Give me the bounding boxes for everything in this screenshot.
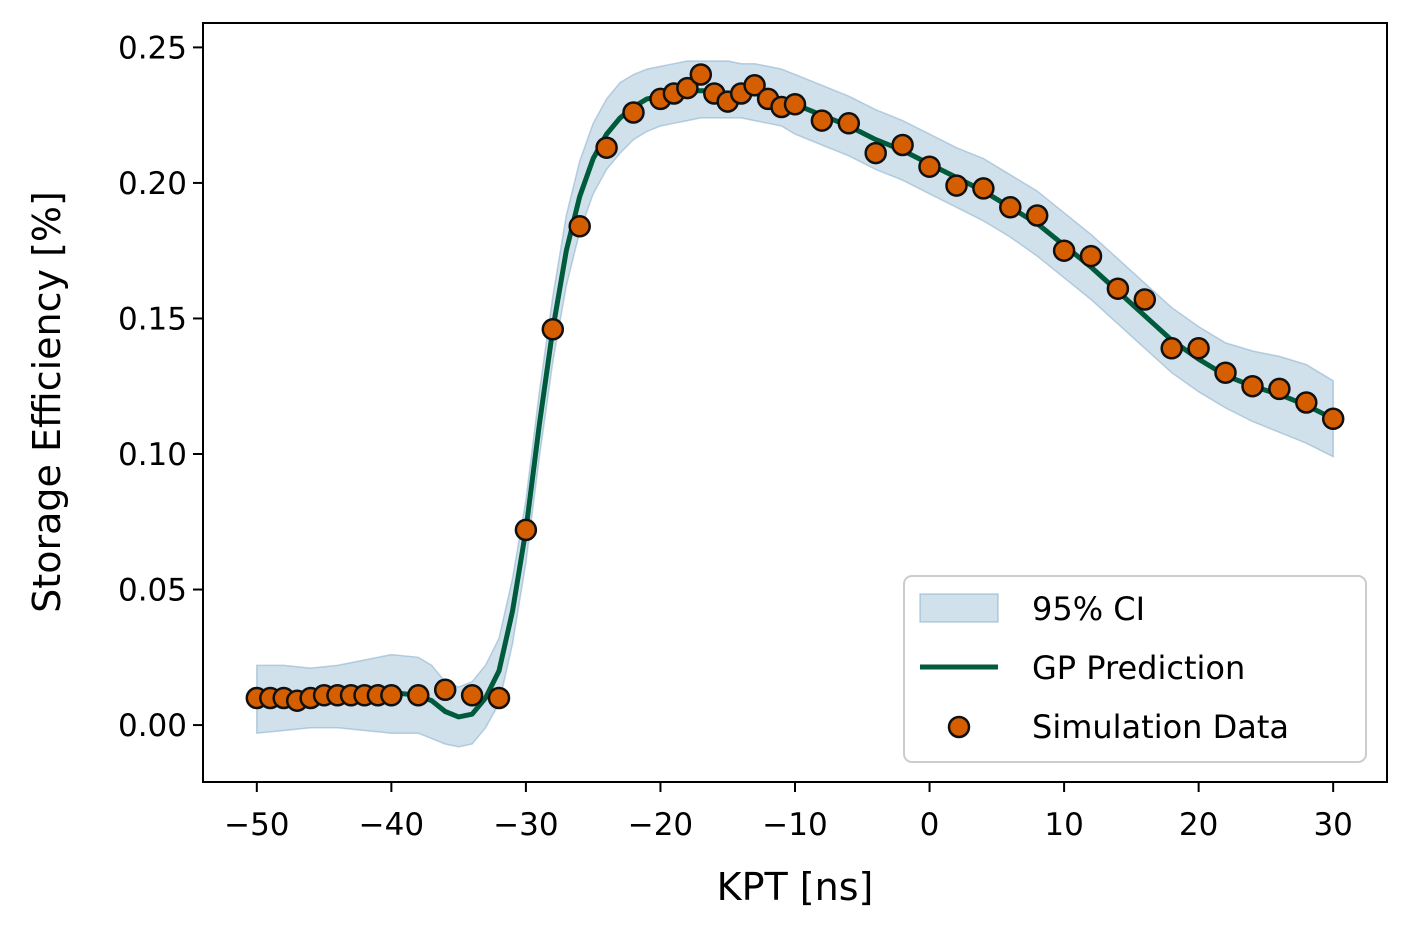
y-tick-label: 0.05 [118, 573, 187, 609]
simulation-data-point [1241, 374, 1264, 398]
simulation-data-point [1133, 288, 1157, 311]
simulation-data-point [945, 174, 968, 197]
x-tick-label: −10 [762, 807, 827, 843]
y-tick-label: 0.10 [118, 437, 187, 473]
simulation-data-point [783, 93, 807, 116]
ci-band [256, 60, 1334, 748]
y-axis-label: Storage Efficiency [%] [25, 191, 69, 613]
legend-point-swatch [947, 715, 971, 739]
simulation-data-point [380, 684, 403, 707]
x-tick-label: −20 [628, 807, 693, 843]
plot-area [245, 60, 1345, 748]
simulation-data-point [460, 684, 484, 707]
simulation-data-point [514, 518, 538, 542]
legend-label-ci: 95% CI [1032, 590, 1145, 628]
simulation-data-point [999, 196, 1022, 219]
simulation-data-point [864, 141, 887, 165]
x-tick-label: 20 [1179, 807, 1218, 843]
simulation-data-point [1268, 377, 1291, 401]
simulation-data-point [1321, 407, 1345, 431]
y-tick-label: 0.15 [118, 301, 187, 337]
simulation-data-point [1052, 239, 1076, 262]
x-tick-label: 10 [1044, 807, 1083, 843]
simulation-data-point [1106, 277, 1130, 300]
simulation-data-point [1214, 361, 1237, 384]
simulation-data-point [972, 177, 995, 200]
legend-ci-swatch [919, 593, 999, 623]
simulation-data-point [676, 76, 699, 100]
simulation-data-point [1025, 204, 1049, 227]
y-tick-label: 0.00 [118, 708, 187, 744]
simulation-data-point [891, 133, 914, 157]
simulation-data-point [810, 109, 834, 132]
x-tick-label: 30 [1313, 807, 1352, 843]
point-layer [245, 63, 1345, 712]
simulation-data-point [568, 215, 591, 238]
simulation-data-point [1160, 337, 1183, 360]
simulation-data-point [541, 318, 565, 341]
simulation-data-point [487, 686, 511, 710]
simulation-data-point [918, 155, 941, 178]
y-tick-label: 0.20 [118, 166, 187, 202]
simulation-data-point [595, 136, 618, 159]
simulation-data-point [1079, 244, 1103, 268]
ci-layer [256, 60, 1334, 748]
y-tick-label: 0.25 [118, 30, 187, 66]
x-tick-label: 0 [920, 807, 940, 843]
y-axis-ticks: 0.00 0.05 0.10 0.15 0.20 0.25 [118, 30, 203, 744]
simulation-data-point [689, 63, 713, 86]
x-axis-label: KPT [ns] [717, 865, 874, 909]
x-tick-label: −50 [224, 807, 289, 843]
simulation-data-point [743, 74, 766, 97]
x-axis-ticks: −50 −40 −30 −20 −10 0 10 20 30 [224, 782, 1353, 843]
simulation-data-point [1187, 337, 1210, 360]
legend-label-points: Simulation Data [1032, 708, 1289, 746]
simulation-data-point [1295, 391, 1318, 414]
legend: 95% CI GP Prediction Simulation Data [903, 575, 1367, 763]
legend-frame [903, 575, 1367, 763]
legend-label-gp: GP Prediction [1032, 649, 1245, 687]
simulation-data-point [837, 112, 861, 135]
simulation-data-point [433, 678, 457, 702]
x-tick-label: −30 [493, 807, 558, 843]
simulation-data-point [622, 101, 645, 124]
simulation-data-point [407, 684, 430, 707]
x-tick-label: −40 [359, 807, 424, 843]
